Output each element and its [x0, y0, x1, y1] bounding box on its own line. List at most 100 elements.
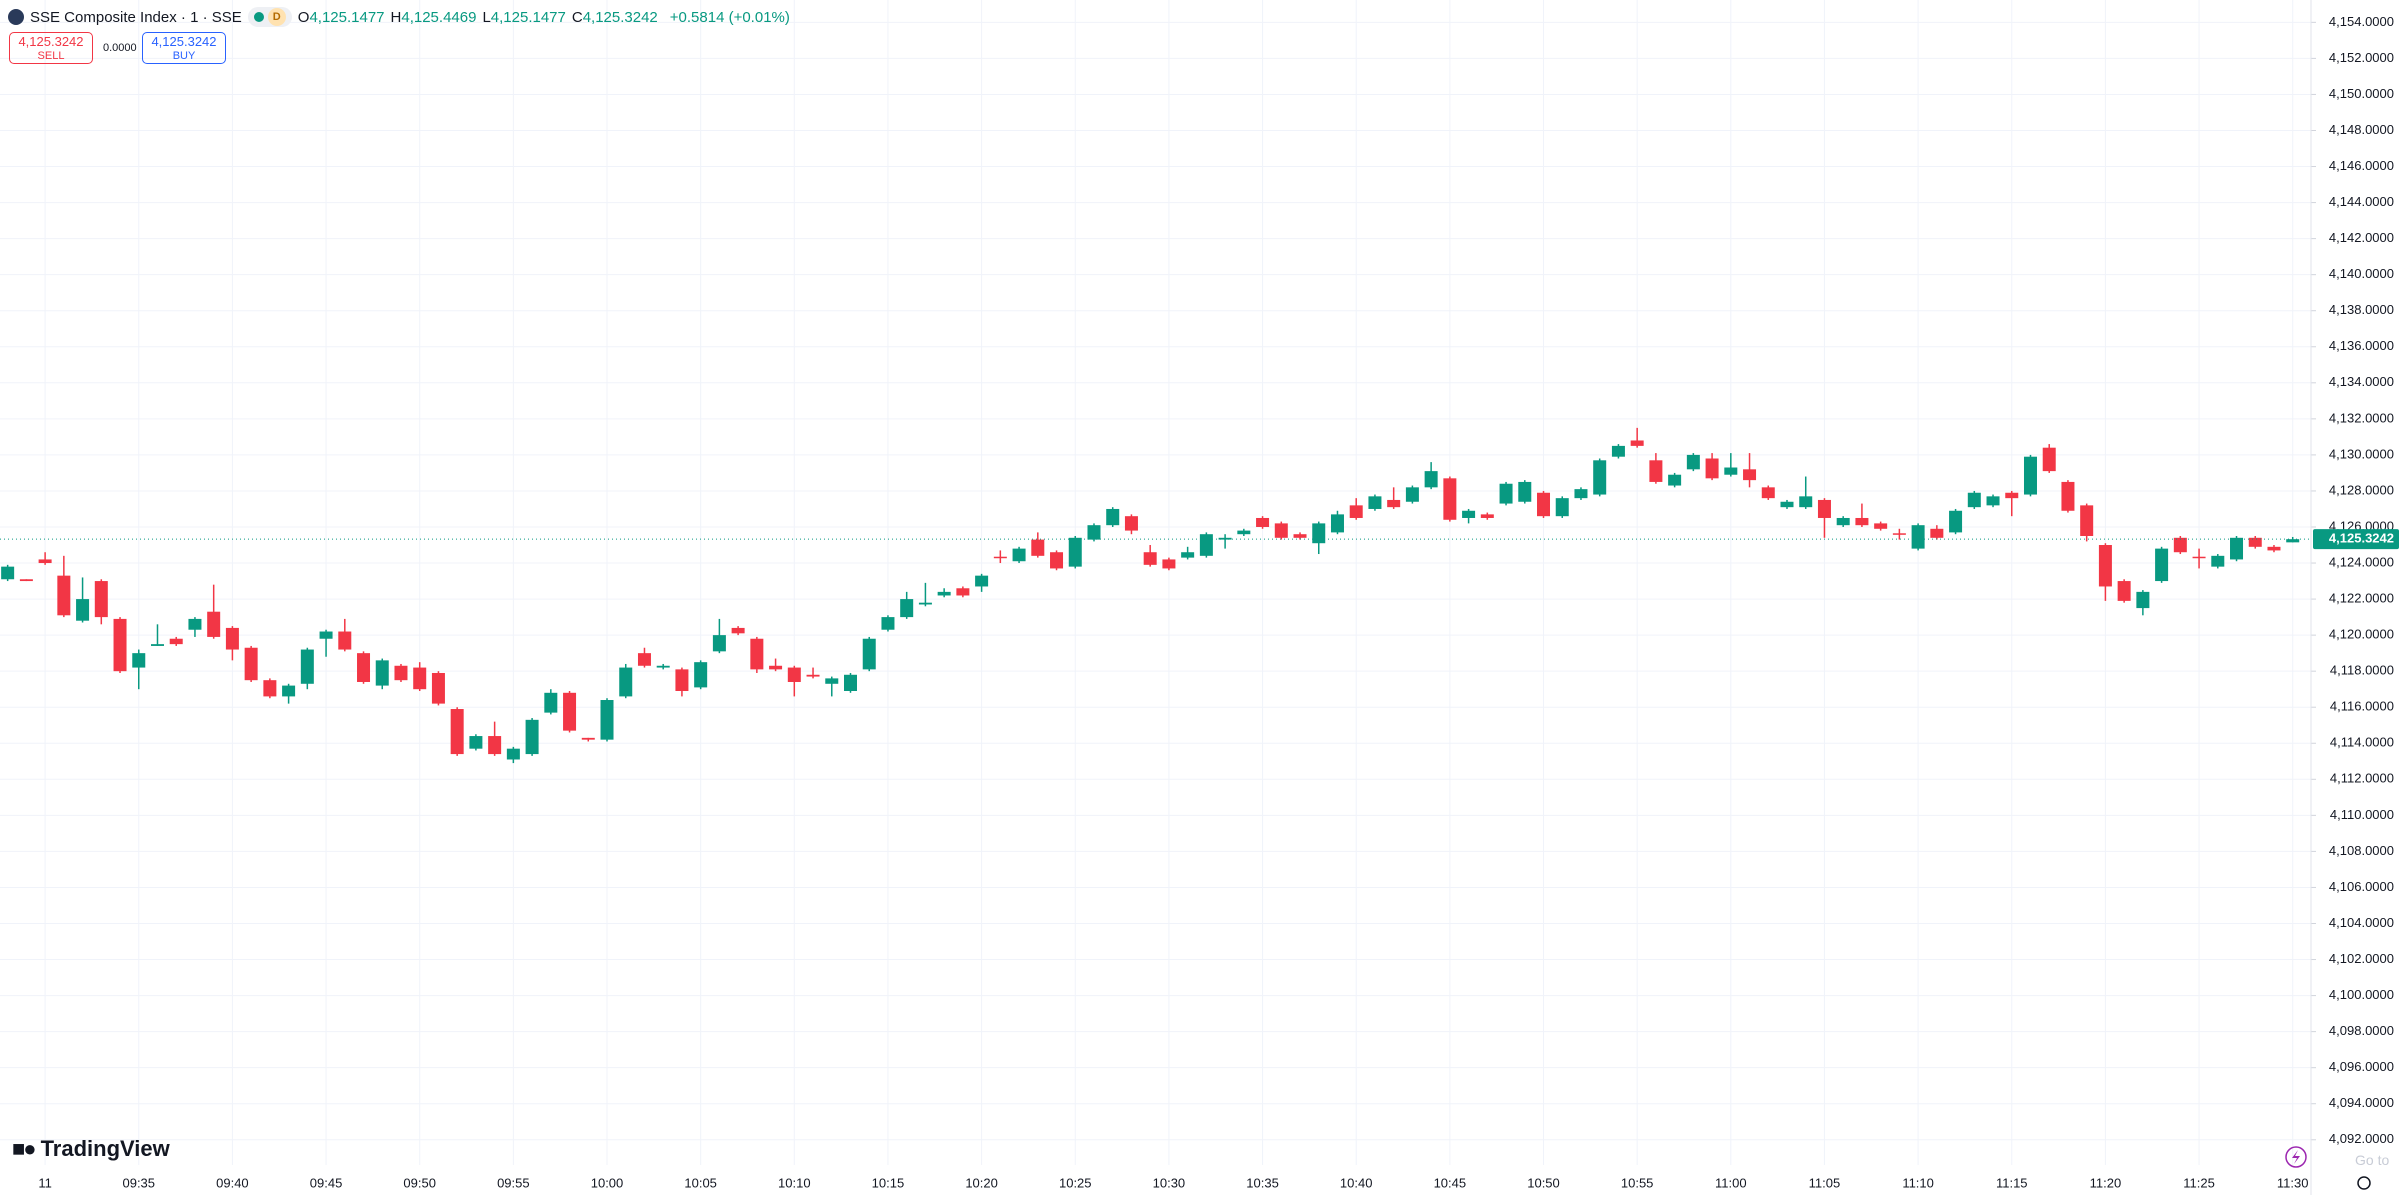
- candle-body: [1705, 458, 1719, 479]
- x-tick-label: 10:35: [1246, 1175, 1279, 1190]
- candle-body: [825, 678, 839, 684]
- x-tick-label: 11: [38, 1175, 52, 1190]
- x-tick-label: 11:05: [1809, 1175, 1841, 1190]
- y-tick-label: 4,134.0000: [2329, 374, 2394, 389]
- goto[interactable]: Go to: [2355, 1152, 2390, 1168]
- x-tick-label: 10:15: [872, 1175, 905, 1190]
- candle-body: [2173, 537, 2187, 553]
- x-tick-label: 10:05: [684, 1175, 717, 1190]
- candle-body: [506, 748, 520, 760]
- symbol: SSE Composite Index · 1 · SSE: [30, 8, 242, 26]
- candle-body: [1518, 481, 1532, 502]
- y-tick-label: 4,102.0000: [2329, 951, 2394, 966]
- candle-body: [188, 618, 202, 630]
- candle-body: [1087, 525, 1101, 540]
- candle-body: [1799, 496, 1813, 508]
- candle-body: [712, 635, 726, 652]
- candle-body: [2136, 591, 2150, 609]
- candle-body: [1256, 517, 1270, 527]
- lightning-icon: [2285, 1146, 2307, 1168]
- candle-body: [1031, 539, 1045, 556]
- candle-body: [525, 719, 539, 755]
- candle-body: [1986, 496, 2000, 506]
- y-tick-label: 4,150.0000: [2329, 86, 2394, 101]
- candle-body: [975, 575, 989, 587]
- candle-body: [394, 665, 408, 681]
- y-tick-label: 4,142.0000: [2329, 230, 2394, 245]
- lightning-bolt: [2292, 1150, 2300, 1164]
- candle-body: [1761, 487, 1775, 499]
- candle-body: [937, 591, 951, 596]
- y-tick-label: 4,114.0000: [2330, 735, 2394, 750]
- candle-body: [1293, 534, 1307, 538]
- candle-body: [1817, 499, 1831, 518]
- candle-body: [76, 599, 90, 621]
- candle-body: [900, 599, 914, 618]
- x-tick-label: 11:25: [2183, 1175, 2215, 1190]
- x-tick-label: 09:50: [403, 1175, 436, 1190]
- brand-mark: ■●: [12, 1136, 37, 1161]
- candle-body: [1106, 508, 1120, 526]
- candle-body: [488, 736, 502, 755]
- candle-body: [993, 556, 1007, 559]
- candle-body: [2117, 581, 2131, 601]
- candle-body: [244, 647, 258, 681]
- x-tick-label: 10:50: [1527, 1175, 1560, 1190]
- y-tick-label: 4,154.0000: [2329, 14, 2394, 29]
- y-tick-label: 4,098.0000: [2329, 1023, 2394, 1038]
- y-tick-label: 4,146.0000: [2329, 158, 2394, 173]
- candle-body: [225, 627, 239, 650]
- candle-body: [338, 631, 352, 650]
- candle-body: [1743, 469, 1757, 481]
- candle-body: [1012, 548, 1026, 562]
- sell-button[interactable]: 4,125.3242 SELL: [9, 32, 93, 64]
- candle-body: [581, 737, 595, 740]
- candle-body: [38, 559, 52, 564]
- candle-body: [844, 674, 857, 691]
- legend-bar: SSE Composite Index · 1 · SSE D O4,125.1…: [8, 6, 790, 28]
- x-tick-label: 11:10: [1902, 1175, 1934, 1190]
- candle-body: [600, 700, 614, 740]
- candle-body: [2267, 546, 2281, 551]
- candle-body: [1911, 525, 1925, 549]
- candle-body: [1387, 499, 1401, 508]
- y-tick-label: 4,092.0000: [2329, 1131, 2394, 1146]
- candle-body: [2248, 537, 2262, 547]
- symbol-logo: [8, 9, 24, 25]
- candle-body: [2211, 555, 2225, 567]
- candle-body: [319, 631, 333, 639]
- last-price-label: 4,125.3242: [2329, 531, 2394, 546]
- candle-body: [750, 638, 764, 670]
- legend-key: C: [571, 8, 583, 26]
- y-tick-label: 4,128.0000: [2329, 482, 2394, 497]
- buy-button[interactable]: 4,125.3242 BUY: [142, 32, 226, 64]
- candle-body: [469, 736, 483, 749]
- candle-body: [113, 618, 127, 672]
- candle-body: [1349, 505, 1363, 518]
- ohlc-legend: O4,125.1477 H4,125.4469 L4,125.1477 C4,125.…: [298, 9, 664, 26]
- x-tick-label: 10:20: [965, 1175, 998, 1190]
- candle-body: [619, 667, 633, 697]
- candle-body: [1480, 514, 1494, 518]
- status-pill[interactable]: D: [247, 7, 292, 27]
- x-tick-label: 10:45: [1434, 1175, 1467, 1190]
- candle-body: [263, 680, 277, 697]
- candle-body: [169, 638, 183, 645]
- candle-body: [2098, 545, 2112, 587]
- candle-body: [2080, 505, 2094, 537]
- candle-body: [1443, 478, 1457, 520]
- candle-body: [1218, 537, 1232, 540]
- candle-body: [1368, 496, 1382, 509]
- candle-body: [1630, 440, 1644, 446]
- candle-body: [1593, 460, 1607, 495]
- y-tick-label: 4,130.0000: [2329, 446, 2394, 461]
- candle-body: [132, 653, 146, 668]
- candle-body: [1068, 537, 1082, 567]
- candle-body: [918, 602, 932, 605]
- candle-body: [806, 674, 820, 677]
- candle-body: [357, 653, 371, 682]
- y-tick-label: 4,108.0000: [2329, 843, 2394, 858]
- candle-body: [1892, 533, 1906, 535]
- candle-body: [731, 627, 745, 634]
- y-tick-label: 4,116.0000: [2330, 699, 2394, 714]
